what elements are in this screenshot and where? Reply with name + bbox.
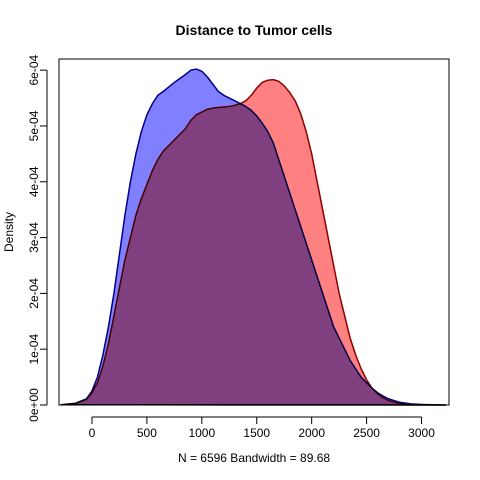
x-tick-label: 2000 [298, 426, 325, 440]
y-tick-label: 1e-04 [27, 334, 41, 365]
x-tick-label: 1500 [243, 426, 270, 440]
x-tick-label: 1000 [188, 426, 215, 440]
y-tick-label: 0e+00 [27, 388, 41, 422]
density-area-2 [60, 78, 447, 406]
x-axis: 0 500 1000 1500 2000 2500 3000 [89, 416, 435, 440]
y-axis: 0e+00 1e-04 2e-04 3e-04 4e-04 5e-04 6e-04 [27, 54, 48, 422]
y-tick-label: 3e-04 [27, 222, 41, 253]
x-tick-label: 3000 [408, 426, 435, 440]
y-tick-label: 6e-04 [27, 54, 41, 85]
chart-title: Distance to Tumor cells [176, 22, 333, 38]
x-axis-label: N = 6596 Bandwidth = 89.68 [178, 451, 330, 465]
y-tick-label: 4e-04 [27, 166, 41, 197]
plot-frame [58, 58, 450, 406]
y-tick-label: 5e-04 [27, 110, 41, 141]
y-axis-label: Density [2, 212, 16, 252]
x-tick-label: 500 [137, 426, 157, 440]
density-fills [60, 68, 447, 406]
x-tick-label: 0 [89, 426, 96, 440]
y-tick-label: 2e-04 [27, 278, 41, 309]
x-tick-label: 2500 [353, 426, 380, 440]
